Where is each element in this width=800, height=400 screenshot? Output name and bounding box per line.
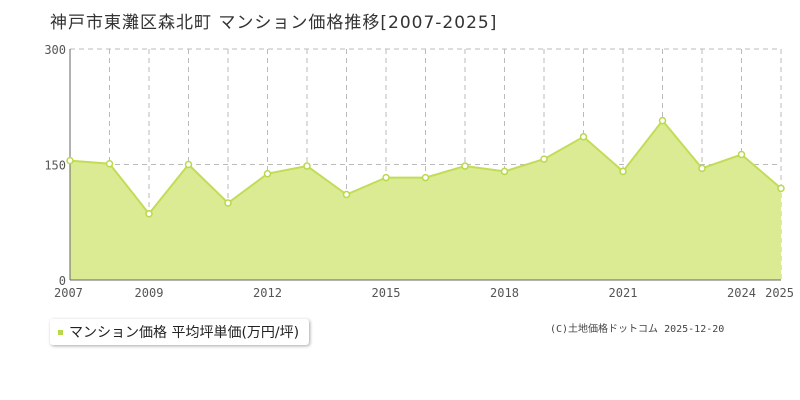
y-axis-ticks: 0 150 300 bbox=[44, 43, 66, 288]
data-point bbox=[658, 116, 667, 125]
x-tick-label: 2012 bbox=[253, 286, 282, 300]
x-tick-label: 2007 bbox=[54, 286, 83, 300]
data-point bbox=[737, 150, 746, 159]
y-tick-label: 150 bbox=[44, 159, 66, 173]
data-point bbox=[184, 160, 193, 169]
x-tick-label: 2009 bbox=[135, 286, 164, 300]
data-point bbox=[461, 162, 469, 170]
x-tick-label: 2024 bbox=[727, 286, 756, 300]
data-point bbox=[66, 156, 74, 165]
x-axis-ticks: 2007 2009 2012 2015 2018 2021 2024 2025 bbox=[54, 286, 794, 300]
data-point bbox=[698, 164, 706, 173]
data-point bbox=[105, 159, 114, 168]
x-tick-label: 2018 bbox=[490, 286, 519, 300]
data-point bbox=[579, 133, 588, 141]
data-point bbox=[421, 173, 430, 182]
data-point bbox=[342, 190, 351, 199]
area-fill bbox=[70, 120, 781, 280]
legend-swatch-icon bbox=[58, 329, 63, 335]
y-tick-label: 300 bbox=[44, 43, 66, 57]
data-point bbox=[777, 184, 785, 193]
legend-label: マンション価格 平均坪単価(万円/坪) bbox=[69, 325, 300, 341]
data-point bbox=[224, 199, 232, 207]
x-tick-label: 2021 bbox=[609, 286, 638, 300]
x-tick-label: 2015 bbox=[372, 286, 401, 300]
chart-title: 神戸市東灘区森北町 マンション価格推移[2007-2025] bbox=[50, 13, 498, 33]
data-point bbox=[382, 173, 390, 182]
data-markers bbox=[66, 116, 785, 218]
y-tick-label: 0 bbox=[59, 274, 66, 288]
data-point bbox=[145, 210, 153, 218]
copyright-text: (C)土地価格ドットコム 2025-12-20 bbox=[550, 324, 725, 335]
x-tick-label: 2025 bbox=[765, 286, 794, 300]
axes bbox=[69, 49, 781, 281]
data-point bbox=[619, 167, 627, 176]
data-point bbox=[540, 155, 548, 163]
data-point bbox=[263, 169, 272, 178]
data-point bbox=[303, 162, 311, 170]
data-point bbox=[500, 167, 509, 176]
legend: マンション価格 平均坪単価(万円/坪) bbox=[50, 319, 310, 345]
